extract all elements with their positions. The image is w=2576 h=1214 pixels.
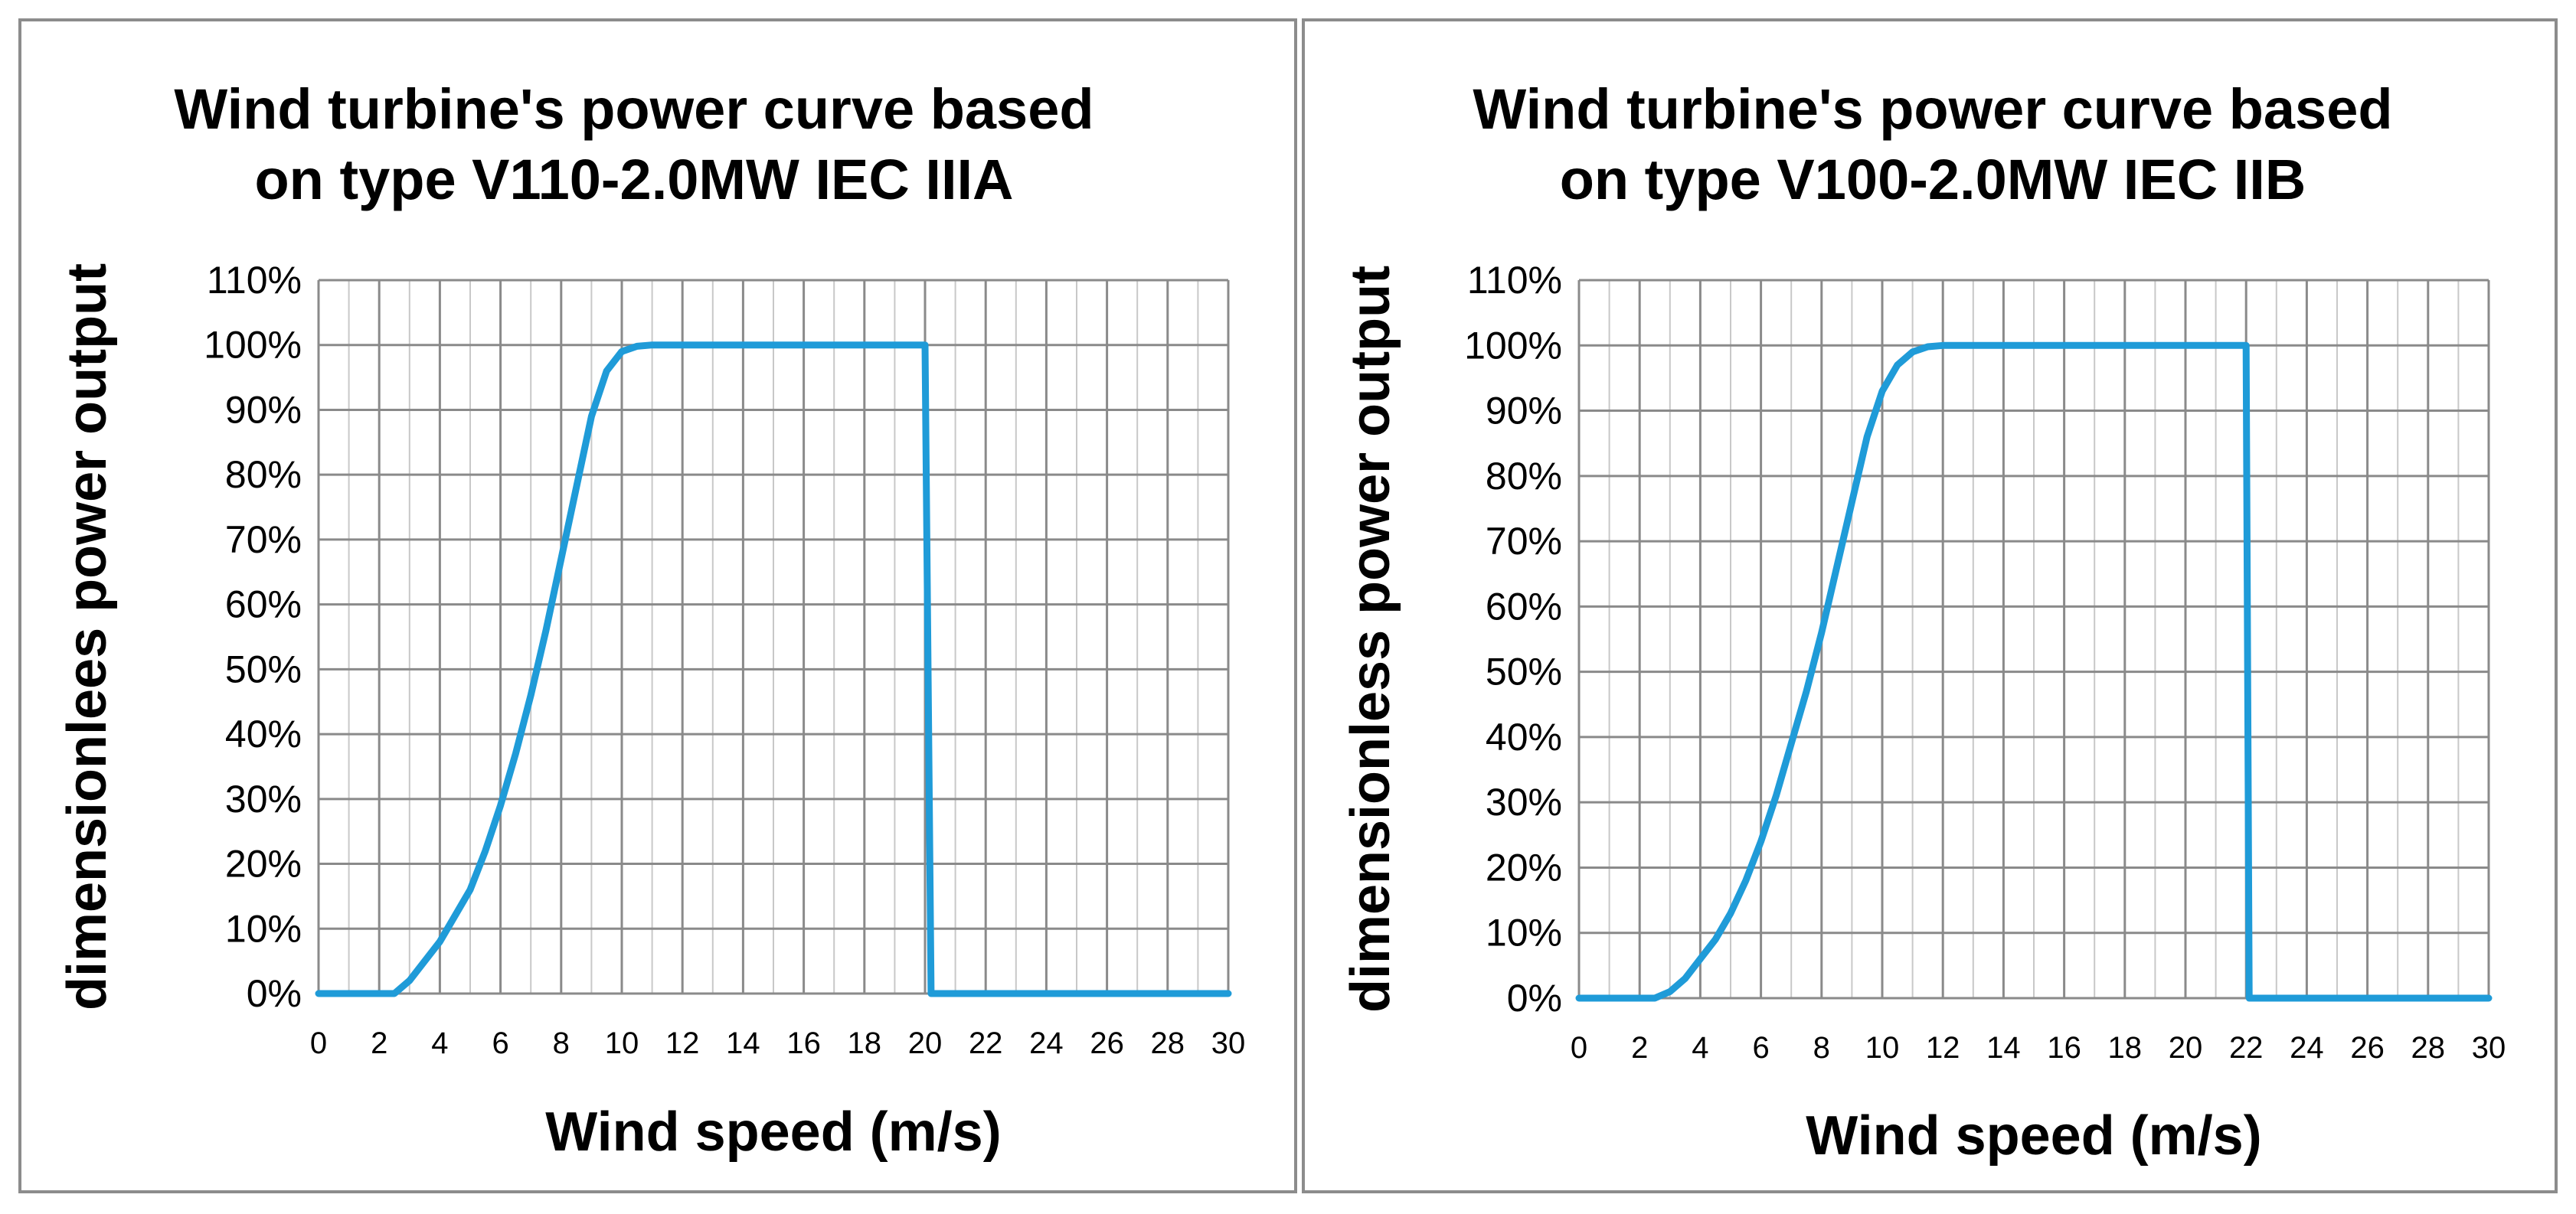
y-tick-label: 60% <box>1486 585 1562 628</box>
series-line-0 <box>315 341 1232 997</box>
series-line-0 <box>1575 341 2493 1002</box>
y-tick-label: 0% <box>247 972 302 1015</box>
x-tick-label: 14 <box>1986 1031 2021 1065</box>
x-tick-label: 2 <box>371 1026 387 1060</box>
y-tick-label: 100% <box>1464 324 1562 367</box>
x-tick-label: 30 <box>2472 1031 2506 1065</box>
y-tick-label: 10% <box>1486 912 1562 955</box>
y-tick-label: 50% <box>1486 651 1562 693</box>
chart-title-line-2: on type V100-2.0MW IEC IIB <box>1560 148 2306 211</box>
x-tick-label: 4 <box>431 1026 448 1060</box>
y-tick-label: 50% <box>225 648 302 690</box>
x-tick-label: 28 <box>2411 1031 2446 1065</box>
y-tick-label: 0% <box>1507 977 1562 1020</box>
y-tick-label: 110% <box>1467 259 1562 302</box>
x-tick-label: 20 <box>908 1026 943 1060</box>
x-axis-label: Wind speed (m/s) <box>545 1101 1001 1163</box>
x-tick-label: 14 <box>726 1026 760 1060</box>
y-tick-label: 80% <box>225 453 302 496</box>
y-tick-label: 30% <box>225 778 302 821</box>
power-curve-chart-v100: Wind turbine's power curve based on type … <box>1340 77 2506 1167</box>
x-tick-label: 10 <box>1865 1031 1900 1065</box>
x-tick-label: 20 <box>2169 1031 2203 1065</box>
x-tick-label: 0 <box>1571 1031 1587 1065</box>
x-tick-label: 22 <box>969 1026 1003 1060</box>
chart-title-line-2: on type V110-2.0MW IEC IIIA <box>254 148 1013 211</box>
x-tick-label: 12 <box>1926 1031 1960 1065</box>
x-tick-label: 18 <box>848 1026 882 1060</box>
chart-title-line-1: Wind turbine's power curve based <box>1473 77 2392 141</box>
y-tick-label: 60% <box>225 583 302 626</box>
y-tick-label: 10% <box>225 907 302 950</box>
y-tick-label: 20% <box>1486 846 1562 889</box>
x-tick-label: 26 <box>2350 1031 2385 1065</box>
x-tick-label: 16 <box>2047 1031 2081 1065</box>
x-tick-label: 24 <box>2290 1031 2324 1065</box>
y-tick-label: 100% <box>204 324 302 367</box>
y-tick-label: 30% <box>1486 781 1562 824</box>
y-tick-label: 20% <box>225 843 302 886</box>
y-axis-label: dimensionlees power output <box>57 263 118 1010</box>
x-tick-label: 4 <box>1692 1031 1708 1065</box>
x-tick-label: 0 <box>310 1026 327 1060</box>
grid <box>1577 279 2490 1000</box>
y-tick-label: 110% <box>207 259 302 302</box>
x-tick-label: 2 <box>1631 1031 1648 1065</box>
x-tick-label: 24 <box>1029 1026 1064 1060</box>
x-tick-label: 16 <box>786 1026 821 1060</box>
power-curve-chart-v110: Wind turbine's power curve based on type … <box>57 77 1246 1163</box>
grid <box>317 279 1230 995</box>
x-tick-label: 12 <box>665 1026 700 1060</box>
y-tick-label: 90% <box>1486 390 1562 432</box>
x-axis-label: Wind speed (m/s) <box>1806 1105 2261 1167</box>
x-tick-label: 18 <box>2108 1031 2143 1065</box>
y-tick-label: 70% <box>1486 520 1562 563</box>
x-tick-label: 10 <box>605 1026 639 1060</box>
x-tick-label: 22 <box>2229 1031 2264 1065</box>
chart-panel-left: Wind turbine's power curve based on type … <box>18 18 1297 1193</box>
x-tick-label: 8 <box>553 1026 570 1060</box>
x-tick-label: 28 <box>1151 1026 1185 1060</box>
y-tick-label: 70% <box>225 518 302 561</box>
y-tick-label: 40% <box>1486 716 1562 759</box>
y-tick-label: 80% <box>1486 455 1562 498</box>
x-tick-label: 30 <box>1211 1026 1246 1060</box>
x-tick-label: 26 <box>1090 1026 1124 1060</box>
y-tick-label: 90% <box>225 388 302 431</box>
chart-title-line-1: Wind turbine's power curve based <box>174 77 1093 141</box>
y-tick-label: 40% <box>225 713 302 755</box>
y-axis-label: dimensionless power output <box>1340 266 1401 1013</box>
x-tick-label: 6 <box>492 1026 508 1060</box>
x-tick-label: 8 <box>1813 1031 1830 1065</box>
chart-panel-right: Wind turbine's power curve based on type … <box>1302 18 2558 1193</box>
x-tick-label: 6 <box>1752 1031 1769 1065</box>
